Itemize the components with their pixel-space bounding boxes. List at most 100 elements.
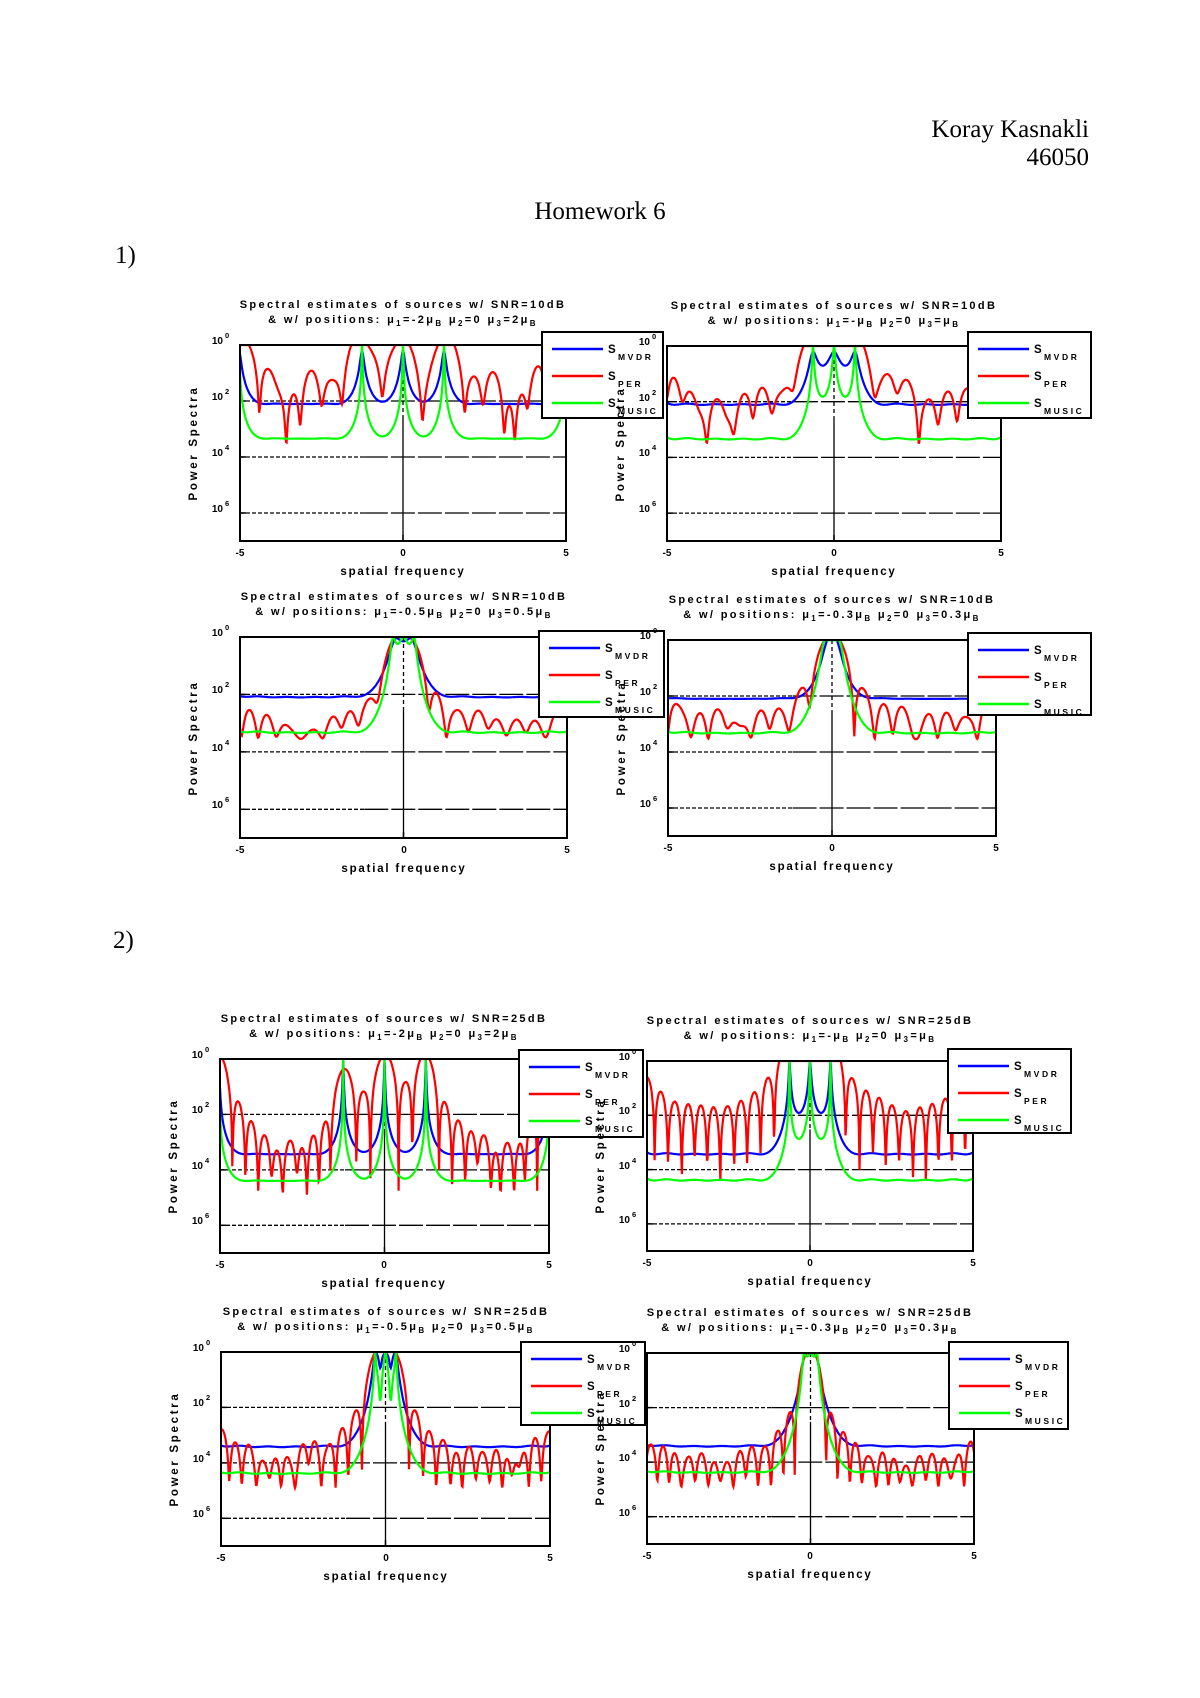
svg-text:10: 10: [639, 504, 651, 515]
svg-text:0: 0: [225, 623, 230, 632]
svg-text:10: 10: [619, 1161, 631, 1172]
svg-text:4: 4: [653, 738, 658, 747]
svg-text:0: 0: [400, 548, 406, 559]
svg-text:10: 10: [619, 1453, 631, 1464]
svg-text:PER: PER: [597, 1389, 622, 1399]
svg-text:PER: PER: [618, 379, 643, 389]
svg-text:10: 10: [619, 1344, 631, 1355]
svg-text:-5: -5: [236, 548, 245, 559]
svg-text:10: 10: [619, 1215, 631, 1226]
svg-text:0: 0: [381, 1260, 387, 1271]
svg-text:spatial frequency: spatial frequency: [769, 861, 894, 873]
svg-text:2: 2: [653, 682, 658, 691]
svg-text:S: S: [1034, 398, 1042, 410]
svg-text:S: S: [585, 1089, 593, 1101]
svg-text:MUSIC: MUSIC: [595, 1124, 635, 1134]
svg-text:-5: -5: [643, 1551, 652, 1562]
svg-text:spatial frequency: spatial frequency: [323, 1571, 448, 1583]
svg-text:-5: -5: [643, 1258, 652, 1269]
svg-text:10: 10: [619, 1106, 631, 1117]
svg-text:4: 4: [632, 1448, 637, 1457]
svg-text:Power Spectra: Power Spectra: [595, 1099, 607, 1214]
svg-text:5: 5: [998, 548, 1004, 559]
svg-text:6: 6: [632, 1503, 637, 1512]
svg-text:4: 4: [632, 1156, 637, 1165]
svg-text:MVDR: MVDR: [597, 1362, 632, 1372]
svg-text:10: 10: [192, 1161, 204, 1172]
svg-text:0: 0: [401, 845, 407, 856]
svg-text:MUSIC: MUSIC: [597, 1416, 637, 1426]
svg-text:S: S: [608, 398, 616, 410]
svg-text:spatial frequency: spatial frequency: [341, 863, 466, 875]
svg-text:10: 10: [192, 1105, 204, 1116]
svg-text:S: S: [587, 1354, 595, 1366]
svg-text:5: 5: [970, 1258, 976, 1269]
svg-text:spatial frequency: spatial frequency: [747, 1569, 872, 1581]
svg-text:10: 10: [640, 631, 652, 642]
svg-text:5: 5: [563, 548, 569, 559]
svg-text:Spectral estimates of sources: Spectral estimates of sources w/ SNR=25d…: [647, 1307, 974, 1319]
svg-text:10: 10: [619, 1052, 631, 1063]
svg-text:5: 5: [547, 1553, 553, 1564]
svg-text:0: 0: [632, 1339, 637, 1348]
svg-text:0: 0: [653, 626, 658, 635]
svg-text:0: 0: [632, 1047, 637, 1056]
svg-text:S: S: [1015, 1354, 1023, 1366]
svg-text:2: 2: [225, 680, 230, 689]
svg-text:0: 0: [807, 1551, 813, 1562]
svg-text:S: S: [608, 344, 616, 356]
svg-text:-5: -5: [236, 845, 245, 856]
svg-text:& w/ positions: μ1=-0.5μB μ2=0: & w/ positions: μ1=-0.5μB μ2=0 μ3=0.5μB: [237, 1321, 534, 1335]
svg-text:& w/ positions: μ1=-μB μ2=0 μ3: & w/ positions: μ1=-μB μ2=0 μ3=μB: [708, 315, 961, 329]
svg-text:S: S: [605, 643, 613, 655]
svg-text:10: 10: [212, 448, 224, 459]
svg-text:Power Spectra: Power Spectra: [615, 387, 627, 502]
svg-text:PER: PER: [1024, 1096, 1049, 1106]
svg-text:spatial frequency: spatial frequency: [771, 566, 896, 578]
svg-text:MUSIC: MUSIC: [1044, 406, 1084, 416]
svg-text:0: 0: [831, 548, 837, 559]
svg-text:MVDR: MVDR: [615, 651, 650, 661]
svg-text:PER: PER: [1025, 1389, 1050, 1399]
svg-text:10: 10: [212, 392, 224, 403]
svg-text:6: 6: [206, 1504, 211, 1513]
svg-text:2): 2): [113, 927, 134, 954]
svg-text:0: 0: [206, 1338, 211, 1347]
svg-text:10: 10: [640, 687, 652, 698]
svg-text:5: 5: [993, 843, 999, 854]
svg-text:10: 10: [212, 685, 224, 696]
svg-text:Power Spectra: Power Spectra: [595, 1391, 607, 1506]
svg-text:10: 10: [212, 743, 224, 754]
svg-text:MVDR: MVDR: [1024, 1069, 1059, 1079]
svg-text:S: S: [1034, 672, 1042, 684]
svg-text:10: 10: [640, 743, 652, 754]
svg-text:2: 2: [652, 388, 657, 397]
svg-text:0: 0: [807, 1258, 813, 1269]
svg-text:Spectral estimates of sources: Spectral estimates of sources w/ SNR=25d…: [647, 1015, 974, 1027]
svg-text:spatial frequency: spatial frequency: [321, 1278, 446, 1290]
svg-text:4: 4: [652, 443, 657, 452]
svg-text:0: 0: [829, 843, 835, 854]
svg-text:Spectral estimates of sources: Spectral estimates of sources w/ SNR=10d…: [240, 299, 567, 311]
svg-text:Power Spectra: Power Spectra: [188, 386, 200, 501]
svg-text:10: 10: [639, 448, 651, 459]
svg-text:S: S: [587, 1408, 595, 1420]
svg-text:& w/ positions: μ1=-0.5μB μ2=0: & w/ positions: μ1=-0.5μB μ2=0 μ3=0.5μB: [255, 606, 552, 620]
svg-text:& w/ positions: μ1=-2μB μ2=0 μ: & w/ positions: μ1=-2μB μ2=0 μ3=2μB: [268, 314, 538, 328]
svg-text:46050: 46050: [1027, 144, 1090, 171]
svg-text:4: 4: [225, 443, 230, 452]
svg-text:10: 10: [192, 1216, 204, 1227]
svg-text:1): 1): [115, 242, 136, 269]
svg-text:10: 10: [192, 1050, 204, 1061]
svg-text:10: 10: [193, 1509, 205, 1520]
svg-text:S: S: [585, 1062, 593, 1074]
svg-text:6: 6: [632, 1210, 637, 1219]
svg-text:MVDR: MVDR: [1044, 352, 1079, 362]
svg-text:Spectral estimates of sources: Spectral estimates of sources w/ SNR=10d…: [669, 594, 996, 606]
svg-text:S: S: [585, 1116, 593, 1128]
svg-text:Koray Kasnakli: Koray Kasnakli: [931, 116, 1089, 143]
svg-text:MVDR: MVDR: [595, 1070, 630, 1080]
svg-text:5: 5: [546, 1260, 552, 1271]
svg-text:PER: PER: [595, 1097, 620, 1107]
svg-text:10: 10: [193, 1343, 205, 1354]
